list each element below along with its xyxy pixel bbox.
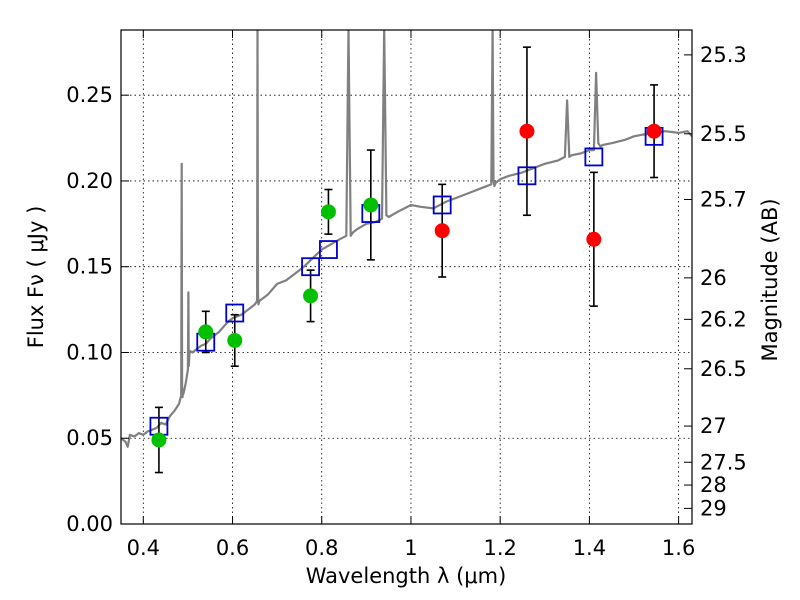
model-square-marker	[517, 166, 537, 186]
observed-circle-marker	[320, 204, 336, 220]
data-points-layer	[149, 123, 664, 448]
y2-tick-label: 29	[700, 496, 727, 520]
observed-circle-marker	[198, 324, 214, 340]
observed-circle-marker	[151, 432, 167, 448]
y-tick-label: 0.05	[66, 426, 113, 450]
y2-axis-label: Magnitude (AB)	[758, 198, 782, 361]
observed-circle-marker	[586, 231, 602, 247]
model-square-marker	[225, 303, 245, 323]
x-tick-label: 1.4	[573, 536, 606, 560]
y-tick-label: 0.25	[66, 83, 113, 107]
plot-frame	[120, 29, 693, 525]
observed-circle-marker	[363, 197, 379, 213]
model-square-marker	[319, 240, 338, 259]
x-tick-label: 0.6	[216, 536, 249, 560]
observed-circle-marker	[646, 123, 662, 139]
observed-circle-marker	[434, 223, 450, 239]
x-tick-label: 1.6	[662, 536, 695, 560]
x-tick-label: 0.8	[305, 536, 338, 560]
tick-labels: 0.4 0.6 0.8 1 1.2 1.4 1.6 0.00 0.05 0.10 0.15 0.20 0…	[66, 43, 747, 560]
model-square-marker	[301, 257, 320, 277]
x-tick-label: 1	[404, 536, 417, 560]
y-tick-label: 0.00	[66, 512, 113, 536]
axis-ticks	[121, 30, 692, 525]
y2-tick-label: 27	[700, 414, 727, 438]
observed-circle-marker	[227, 332, 243, 348]
model-spectrum-line	[121, 30, 692, 448]
y2-tick-label: 26	[700, 266, 727, 290]
y-tick-label: 0.20	[66, 169, 113, 193]
y-tick-label: 0.15	[66, 255, 113, 279]
y2-tick-label: 25.7	[700, 187, 747, 211]
x-tick-label: 0.4	[127, 536, 160, 560]
model-square-marker	[584, 147, 604, 167]
y2-tick-label: 25.5	[700, 122, 747, 146]
error-bars-layer	[154, 46, 659, 474]
observed-circle-marker	[519, 123, 535, 139]
y-axis-label: Flux Fν ( μJy )	[24, 206, 48, 349]
y2-tick-label: 26.5	[700, 357, 747, 381]
observed-circle-marker	[303, 288, 319, 304]
y2-tick-label: 27.5	[700, 450, 747, 474]
model-square-marker	[432, 195, 452, 215]
x-axis-label: Wavelength λ (μm)	[306, 564, 507, 588]
y-tick-label: 0.10	[66, 340, 113, 364]
y2-tick-label: 28	[700, 473, 727, 497]
model-spectrum-layer	[121, 30, 692, 448]
x-tick-label: 1.2	[483, 536, 516, 560]
y2-tick-label: 25.3	[700, 43, 747, 67]
y2-tick-label: 26.2	[700, 307, 747, 331]
